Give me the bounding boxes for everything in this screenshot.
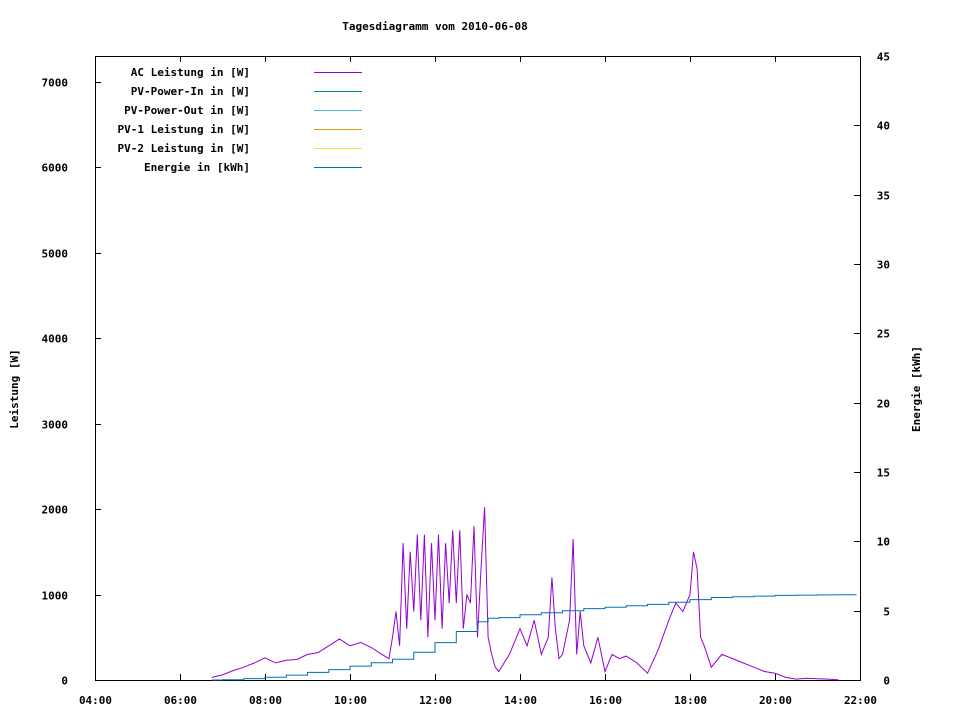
y2-tick-label: 5 bbox=[883, 606, 890, 619]
y-tick-label: 4000 bbox=[42, 333, 69, 346]
y-axis-labels: 0 1000 2000 3000 4000 5000 6000 7000 bbox=[42, 77, 69, 688]
y-tick-label: 1000 bbox=[42, 590, 69, 603]
y2-tick-label: 45 bbox=[877, 51, 890, 64]
y-tick-label: 5000 bbox=[42, 248, 69, 261]
x-tick-label: 20:00 bbox=[759, 694, 792, 707]
x-tick-label: 22:00 bbox=[844, 694, 877, 707]
x-axis-labels: 04:00 06:00 08:00 10:00 12:00 14:00 16:00 18:00… bbox=[79, 694, 877, 707]
axis-ticks bbox=[95, 56, 861, 681]
y2-tick-label: 40 bbox=[877, 120, 890, 133]
plot-border bbox=[95, 56, 861, 681]
y2-tick-label: 10 bbox=[877, 536, 890, 549]
x-tick-label: 16:00 bbox=[589, 694, 622, 707]
legend-label: AC Leistung in [W] bbox=[131, 66, 250, 79]
y-axis-title: Leistung [W] bbox=[8, 349, 21, 428]
legend-label: PV-1 Leistung in [W] bbox=[118, 123, 250, 136]
legend-label: PV-Power-Out in [W] bbox=[124, 104, 250, 117]
y2-tick-label: 25 bbox=[877, 328, 890, 341]
x-tick-label: 14:00 bbox=[504, 694, 537, 707]
legend-label: Energie in [kWh] bbox=[144, 161, 250, 174]
x-tick-label: 12:00 bbox=[419, 694, 452, 707]
legend-label: PV-2 Leistung in [W] bbox=[118, 142, 250, 155]
y-tick-label: 6000 bbox=[42, 162, 69, 175]
y2-tick-label: 30 bbox=[877, 259, 890, 272]
y2-tick-label: 35 bbox=[877, 190, 890, 203]
y-tick-label: 0 bbox=[61, 675, 68, 688]
y2-tick-label: 15 bbox=[877, 467, 890, 480]
series-lines bbox=[211, 507, 857, 681]
legend: AC Leistung in [W] PV-Power-In in [W] PV-P… bbox=[118, 66, 362, 174]
y2-tick-label: 20 bbox=[877, 398, 890, 411]
y-tick-label: 2000 bbox=[42, 504, 69, 517]
x-tick-label: 06:00 bbox=[164, 694, 197, 707]
x-tick-label: 10:00 bbox=[334, 694, 367, 707]
y-tick-label: 3000 bbox=[42, 419, 69, 432]
y2-axis-title: Energie [kWh] bbox=[910, 346, 923, 432]
series-line-0 bbox=[211, 507, 839, 681]
legend-label: PV-Power-In in [W] bbox=[131, 85, 250, 98]
x-tick-label: 04:00 bbox=[79, 694, 112, 707]
x-tick-label: 18:00 bbox=[674, 694, 707, 707]
chart-title: Tagesdiagramm vom 2010-06-08 bbox=[342, 20, 527, 33]
series-line-5 bbox=[211, 594, 857, 681]
y2-tick-label: 0 bbox=[883, 675, 890, 688]
y-tick-label: 7000 bbox=[42, 77, 69, 90]
x-tick-label: 08:00 bbox=[249, 694, 282, 707]
y2-axis-labels: 0 5 10 15 20 25 30 35 40 45 bbox=[877, 51, 890, 688]
